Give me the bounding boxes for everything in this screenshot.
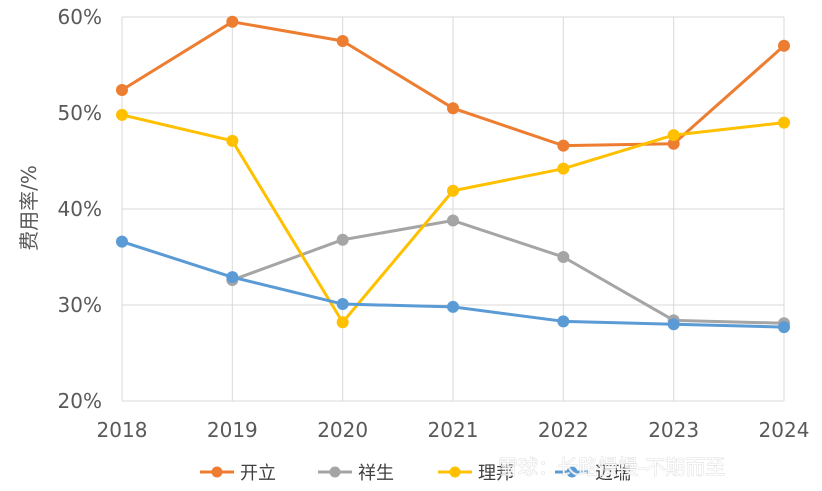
legend-item: 理邦 [438, 463, 514, 484]
series-group [116, 15, 790, 334]
series-2 [116, 108, 790, 329]
data-point [447, 184, 459, 197]
data-point [226, 15, 239, 28]
legend-item: 迈瑞 [555, 463, 631, 484]
legend-label: 理邦 [478, 463, 514, 484]
data-point [667, 318, 680, 331]
data-point [778, 39, 790, 52]
series-3 [116, 235, 790, 334]
x-axis-ticks: 2018 2019 2020 2021 2022 2023 2024 [97, 418, 810, 442]
data-point [226, 134, 239, 147]
y-tick-label: 50% [58, 101, 102, 125]
data-point [667, 129, 680, 142]
legend-swatch-marker [566, 466, 578, 478]
data-point [336, 35, 349, 47]
legend-item: 祥生 [318, 463, 394, 484]
series-line [231, 219, 785, 325]
watermark: 雪球：长路慢慢-不期而至 [498, 455, 725, 479]
legend: 开立 祥生 理邦 迈瑞 [200, 463, 631, 484]
x-tick-label: 2022 [538, 418, 589, 442]
y-tick-label: 40% [58, 197, 102, 221]
data-point [778, 321, 790, 334]
data-point [447, 300, 459, 313]
legend-swatch-marker [449, 466, 461, 478]
legend-label: 迈瑞 [595, 463, 631, 484]
data-point [447, 214, 459, 227]
y-tick-label: 30% [58, 293, 102, 317]
data-point [557, 251, 570, 263]
x-tick-label: 2021 [428, 418, 479, 442]
data-point [557, 162, 570, 175]
x-tick-label: 2018 [97, 418, 148, 442]
x-tick-label: 2019 [207, 418, 258, 442]
legend-swatch-marker [329, 466, 341, 478]
x-tick-label: 2024 [759, 418, 810, 442]
data-point [557, 139, 570, 152]
data-point [447, 102, 459, 115]
data-point [778, 116, 790, 129]
y-tick-label: 60% [58, 5, 102, 29]
data-point [116, 83, 128, 96]
data-point [667, 137, 680, 150]
x-tick-label: 2020 [317, 418, 368, 442]
data-point [116, 235, 128, 248]
y-axis-ticks: 20% 30% 40% 50% 60% [58, 5, 102, 413]
x-tick-label: 2023 [648, 418, 699, 442]
series-0 [116, 15, 790, 152]
data-point [226, 271, 239, 284]
data-point [336, 298, 349, 311]
data-point [116, 108, 128, 121]
data-point [336, 316, 349, 329]
legend-label: 开立 [240, 463, 276, 484]
legend-label: 祥生 [358, 463, 394, 484]
y-tick-label: 20% [58, 389, 102, 413]
data-point [336, 233, 349, 246]
y-axis-label: 费用率/% [17, 165, 41, 251]
data-point [557, 315, 570, 328]
legend-item: 开立 [200, 463, 276, 484]
legend-swatch-marker [211, 466, 223, 478]
grid-lines [121, 16, 785, 402]
